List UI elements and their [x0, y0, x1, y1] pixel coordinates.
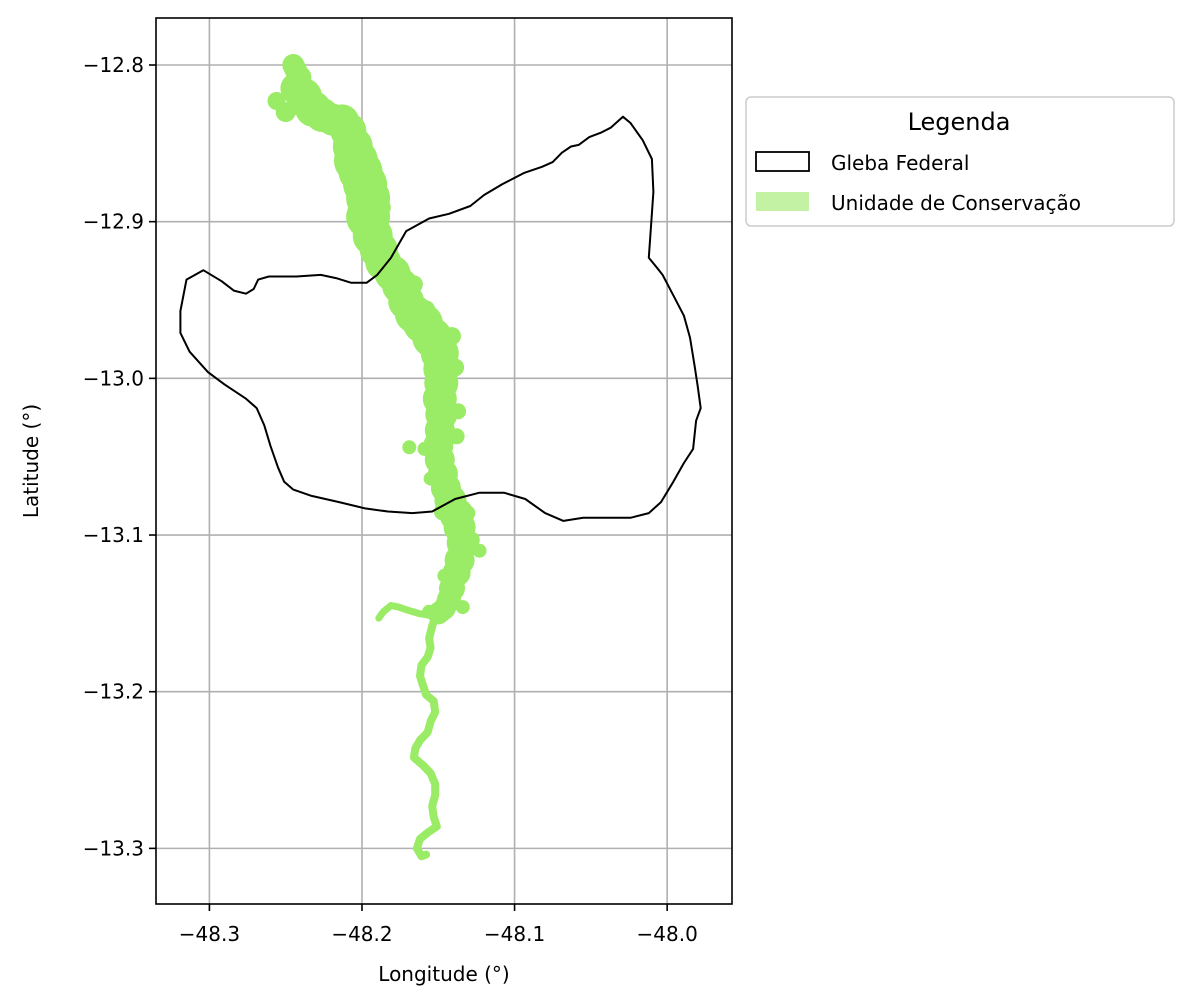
uc-blob: [402, 440, 417, 455]
unidade-de-conservacao-layer: [267, 54, 487, 861]
legend-box: [745, 96, 1175, 227]
y-tick-label: −12.8: [83, 53, 144, 77]
uc-blob: [417, 441, 432, 456]
uc-blob: [417, 300, 436, 319]
uc-blob: [289, 95, 310, 116]
uc-blob: [381, 266, 398, 283]
x-axis-ticks: −48.3 −48.2 −48.1 −48.0: [179, 904, 698, 946]
y-tick-label: −12.9: [83, 210, 144, 234]
legend-swatch-unidade-de-conservacao: [756, 192, 809, 211]
y-tick-label: −13.2: [83, 680, 144, 704]
y-axis-ticks: −12.8 −12.9 −13.0 −13.1 −13.2 −13.3: [83, 53, 156, 860]
uc-blob: [317, 102, 334, 119]
legend: Legenda Gleba Federal Unidade de Conserv…: [745, 96, 1175, 227]
uc-blob: [437, 568, 452, 583]
legend-label-gleba-federal: Gleba Federal: [831, 151, 969, 175]
x-tick-label: −48.2: [331, 922, 392, 946]
uc-blob: [472, 543, 487, 558]
uc-blob: [446, 358, 465, 377]
legend-title: Legenda: [908, 108, 1011, 136]
uc-blob: [448, 428, 465, 445]
x-tick-label: −48.3: [179, 922, 240, 946]
uc-blob: [423, 471, 438, 486]
gleba-federal-outline: [179, 115, 702, 522]
uc-blob: [360, 230, 377, 247]
x-tick-label: −48.1: [484, 922, 545, 946]
uc-blob: [367, 174, 388, 195]
y-tick-label: −13.3: [83, 836, 144, 860]
uc-blob: [347, 196, 364, 213]
uc-blob: [455, 600, 470, 615]
plot-frame: [155, 17, 733, 905]
uc-tributary: [375, 602, 441, 622]
legend-label-unidade-de-conservacao: Unidade de Conservação: [831, 191, 1081, 215]
legend-swatch-gleba-federal: [755, 151, 810, 172]
uc-blob: [341, 147, 358, 164]
x-tick-label: −48.0: [637, 922, 698, 946]
uc-blob: [396, 303, 413, 319]
uc-blob: [331, 106, 350, 125]
gleba-federal-layer: [179, 115, 702, 522]
y-axis-label: Latitude (°): [19, 404, 43, 518]
x-axis-label: Longitude (°): [378, 962, 509, 986]
uc-blob: [450, 403, 467, 420]
uc-blob: [463, 531, 480, 548]
y-tick-label: −13.0: [83, 366, 144, 390]
uc-blob: [443, 327, 461, 346]
uc-lower-river: [409, 609, 441, 861]
uc-blob: [404, 275, 423, 294]
uc-blob: [372, 198, 391, 217]
y-tick-label: −13.1: [83, 523, 144, 547]
uc-blob: [459, 505, 476, 522]
plot-area: [155, 17, 733, 905]
